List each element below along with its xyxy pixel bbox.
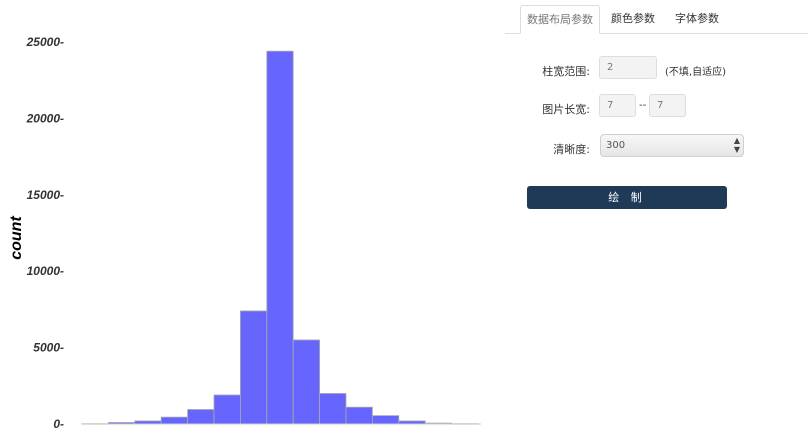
y-tick-label: 15000-: [27, 188, 64, 202]
y-tick-label: 5000-: [33, 341, 64, 355]
resolution-select[interactable]: 300 ▲ ▼: [600, 134, 744, 157]
histogram-bar: [292, 339, 321, 425]
size-separator: --: [639, 100, 647, 111]
image-height-input[interactable]: 7: [649, 94, 686, 117]
histogram-bar: [319, 393, 347, 425]
histogram-bar: [213, 394, 241, 425]
resolution-value: 300: [606, 140, 626, 151]
tab-data-layout[interactable]: 数据布局参数: [520, 5, 600, 34]
select-arrows-icon: ▲ ▼: [733, 136, 740, 154]
resolution-label: 清晰度:: [553, 143, 590, 156]
histogram-bar: [160, 416, 188, 425]
bar-width-label: 柱宽范围:: [542, 65, 590, 78]
y-tick-label: 10000-: [27, 264, 64, 278]
settings-panel: 数据布局参数 颜色参数 字体参数 柱宽范围: 2 (不填,自适应) 图片长宽: …: [505, 0, 808, 438]
bar-width-input[interactable]: 2: [599, 56, 657, 79]
histogram-bar: [266, 50, 294, 425]
image-size-label: 图片长宽:: [542, 103, 590, 116]
histogram-bar: [187, 409, 215, 425]
histogram-bar: [345, 406, 373, 425]
histogram-bar: [371, 415, 400, 425]
bar-width-hint: (不填,自适应): [665, 67, 726, 78]
histogram-chart: count 0- 5000- 10000- 15000- 20000- 25000-: [8, 35, 481, 431]
draw-button[interactable]: 绘 制: [527, 186, 727, 209]
y-tick-label: 20000-: [26, 111, 64, 125]
y-tick-label: 0-: [53, 417, 64, 431]
tab-bar: 数据布局参数 颜色参数 字体参数: [505, 5, 808, 34]
y-tick-label: 25000-: [26, 35, 64, 49]
tab-fonts[interactable]: 字体参数: [675, 12, 719, 25]
tab-colors[interactable]: 颜色参数: [611, 12, 655, 25]
histogram-bar: [239, 310, 268, 425]
image-width-input[interactable]: 7: [599, 94, 636, 117]
y-axis-title: count: [8, 216, 25, 260]
